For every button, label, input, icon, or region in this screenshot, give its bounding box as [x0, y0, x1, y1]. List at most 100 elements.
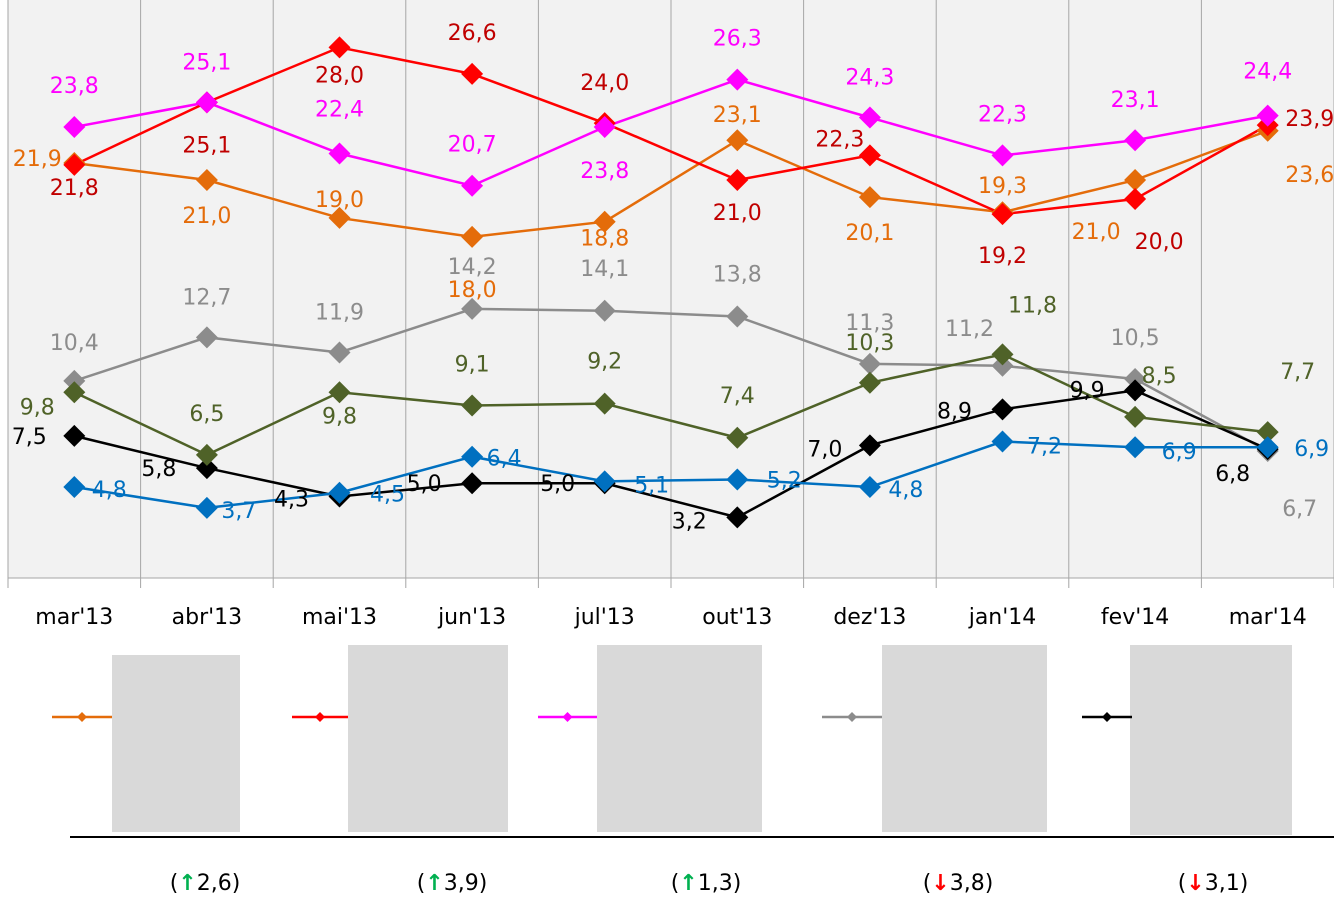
marker	[726, 169, 749, 192]
marker	[461, 225, 484, 248]
change-value: 3,1	[1205, 871, 1240, 896]
data-label: 4,5	[370, 483, 405, 508]
data-label: 7,2	[1027, 435, 1062, 460]
marker	[726, 305, 749, 328]
data-label: 24,4	[1243, 60, 1292, 85]
data-label: 11,8	[1008, 293, 1057, 318]
data-label: 25,1	[182, 133, 231, 158]
marker	[593, 210, 616, 233]
data-label: 23,1	[1111, 88, 1160, 113]
marker	[63, 153, 86, 176]
paren: (	[923, 871, 932, 896]
marker	[858, 106, 881, 129]
data-label: 4,8	[888, 478, 923, 503]
marker	[991, 354, 1014, 377]
change-label: (↓3,1)	[1178, 871, 1249, 896]
data-label: 7,4	[720, 384, 755, 409]
data-label: 6,7	[1282, 497, 1317, 522]
marker	[328, 142, 351, 165]
data-label: 5,2	[767, 468, 802, 493]
change-value: 3,8	[950, 871, 985, 896]
photo	[348, 645, 508, 832]
marker	[195, 326, 218, 349]
marker	[858, 186, 881, 209]
data-label: 19,3	[978, 174, 1027, 199]
arrow: ↑	[679, 871, 697, 896]
marker	[1124, 405, 1147, 428]
data-label: 6,4	[487, 447, 522, 472]
paren: )	[479, 871, 488, 896]
data-label: 22,4	[315, 98, 364, 123]
data-label: 5,0	[407, 472, 442, 497]
marker	[1124, 187, 1147, 210]
data-label: 21,9	[13, 147, 62, 172]
data-label: 18,0	[448, 278, 497, 303]
change-value: 2,6	[197, 871, 232, 896]
marker	[461, 62, 484, 85]
data-label: 9,1	[455, 353, 490, 378]
data-label: 21,0	[713, 201, 762, 226]
marker	[1256, 421, 1279, 444]
data-label: 13,8	[713, 262, 762, 287]
marker	[195, 457, 218, 480]
data-label: 23,8	[50, 74, 99, 99]
x-tick-label: abr'13	[172, 605, 243, 630]
arrow: ↓	[931, 871, 949, 896]
data-label: 20,1	[845, 221, 894, 246]
data-label: 26,3	[713, 27, 762, 52]
series-line	[74, 78, 1268, 188]
data-label: 26,6	[448, 21, 497, 46]
marker	[593, 392, 616, 415]
change-label: (↑1,3)	[671, 871, 742, 896]
data-label: 11,9	[315, 300, 364, 325]
data-label: 8,9	[937, 399, 972, 424]
data-label: 24,3	[845, 65, 894, 90]
change-value: 3,9	[444, 871, 479, 896]
marker	[328, 36, 351, 59]
marker	[593, 299, 616, 322]
marker	[328, 481, 351, 504]
x-tick-label: dez'13	[833, 605, 906, 630]
data-label: 3,2	[672, 509, 707, 534]
series-line	[74, 440, 1268, 510]
data-label: 22,3	[978, 102, 1027, 127]
marker	[195, 91, 218, 114]
paren: (	[417, 871, 426, 896]
marker	[858, 144, 881, 167]
data-label: 9,8	[322, 404, 357, 429]
paren: (	[671, 871, 680, 896]
data-label: 20,0	[1135, 230, 1184, 255]
data-label: 21,8	[50, 176, 99, 201]
data-label: 8,5	[1142, 364, 1177, 389]
marker	[991, 430, 1014, 453]
data-label: 23,8	[580, 159, 629, 184]
marker	[461, 472, 484, 495]
marker	[461, 174, 484, 197]
data-label: 6,9	[1162, 440, 1197, 465]
paren: )	[232, 871, 241, 896]
data-label: 10,4	[50, 331, 99, 356]
x-tick-label: mai'13	[302, 605, 377, 630]
marker	[63, 115, 86, 138]
marker	[858, 352, 881, 375]
data-label: 24,0	[580, 71, 629, 96]
change-label: (↑2,6)	[170, 871, 241, 896]
data-label: 23,9	[1285, 107, 1334, 132]
photo	[597, 645, 762, 832]
x-tick-label: out'13	[702, 605, 772, 630]
data-label: 5,8	[141, 457, 176, 482]
legend-marker	[315, 712, 325, 722]
data-label: 9,2	[587, 350, 622, 375]
data-label: 28,0	[315, 63, 364, 88]
photos	[112, 645, 1292, 835]
data-label: 21,0	[182, 204, 231, 229]
marker	[726, 426, 749, 449]
data-label: 14,2	[448, 255, 497, 280]
series-line	[74, 129, 1269, 239]
legend-marker	[1102, 712, 1112, 722]
data-label: 22,3	[815, 127, 864, 152]
paren: )	[733, 871, 742, 896]
marker	[991, 343, 1014, 366]
data-label: 23,6	[1285, 163, 1334, 188]
marker	[593, 115, 616, 138]
